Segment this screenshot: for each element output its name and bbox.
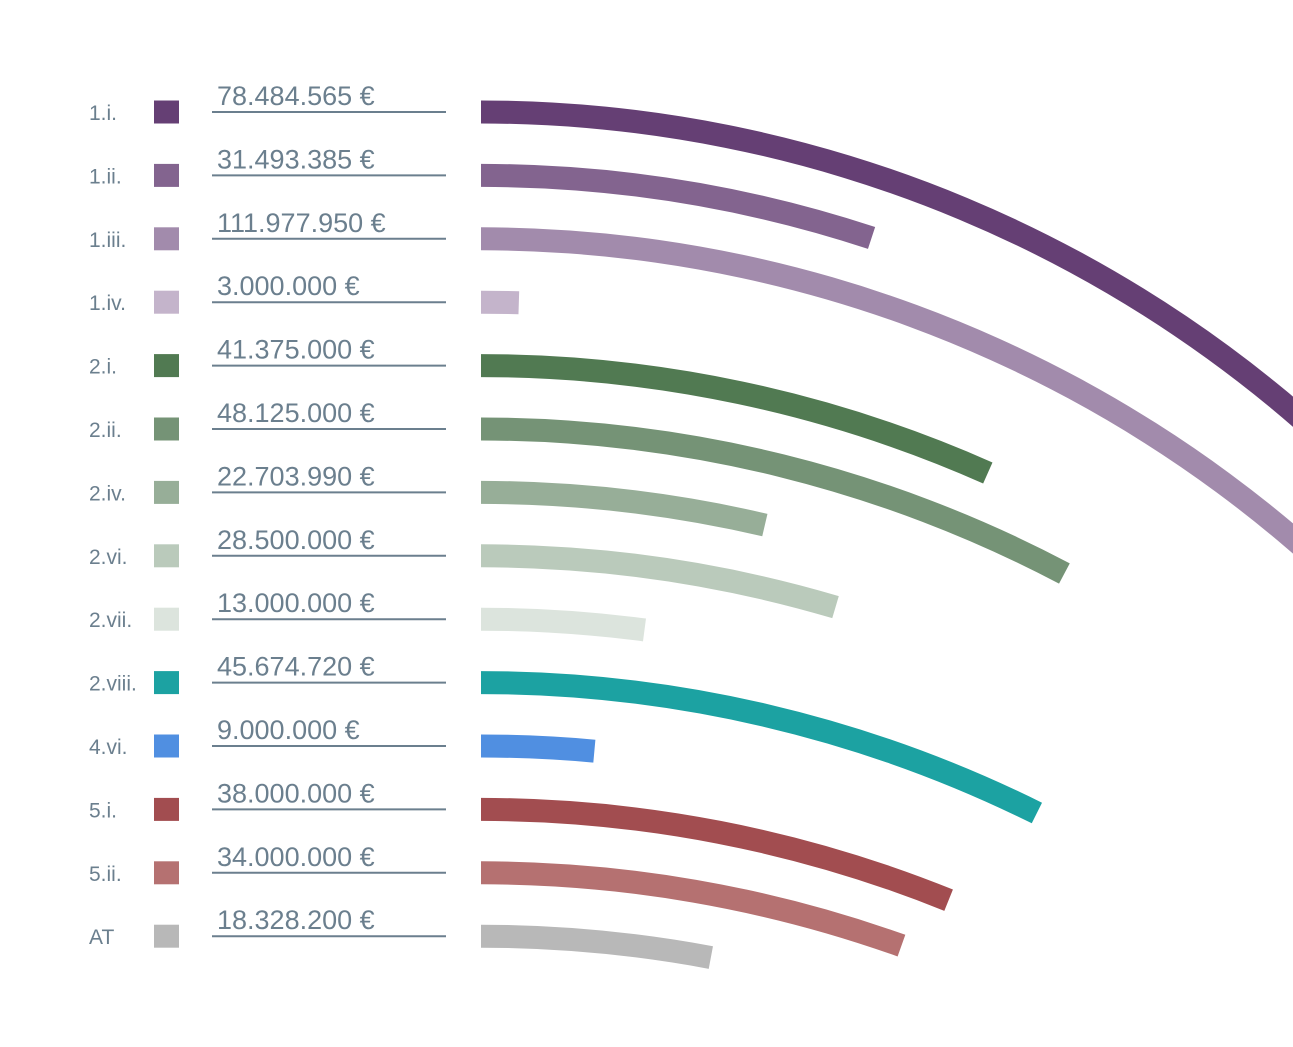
value-label: 48.125.000 €: [217, 398, 375, 428]
value-label: 18.328.200 €: [217, 905, 375, 935]
category-label: 2.ii.: [89, 419, 122, 442]
bar-1-iv: [481, 290, 520, 315]
category-label: 1.ii.: [89, 165, 122, 188]
legend-swatch: [154, 417, 179, 441]
bar-5-i: [481, 797, 953, 911]
legend-swatch: [154, 227, 179, 251]
bar-2-vi: [481, 544, 839, 619]
legend-swatch: [154, 797, 179, 821]
category-label: 2.vii.: [89, 609, 132, 632]
category-label: 1.iii.: [89, 229, 126, 252]
bar-AT: [481, 924, 713, 969]
category-label: 2.vi.: [89, 546, 128, 569]
legend-swatch: [154, 734, 179, 758]
category-label: AT: [89, 926, 114, 949]
legend-swatch: [154, 607, 179, 631]
legend-swatch: [154, 671, 179, 695]
value-label: 34.000.000 €: [217, 842, 375, 872]
value-label: 38.000.000 €: [217, 778, 375, 808]
bar-5-ii: [481, 861, 906, 957]
bar-2-i: [481, 354, 993, 484]
value-label: 111.977.950 €: [217, 208, 386, 238]
value-label: 78.484.565 €: [217, 81, 375, 111]
category-label: 1.i.: [89, 102, 117, 125]
value-label: 3.000.000 €: [217, 271, 360, 301]
value-label: 9.000.000 €: [217, 715, 360, 745]
legend-swatch: [154, 354, 179, 378]
bar-4-vi: [481, 734, 596, 763]
value-label: 22.703.990 €: [217, 461, 375, 491]
legend-swatch: [154, 924, 179, 948]
value-label: 28.500.000 €: [217, 525, 375, 555]
value-label: 45.674.720 €: [217, 652, 375, 682]
category-label: 1.iv.: [89, 292, 126, 315]
legend-swatch: [154, 480, 179, 504]
category-label: 2.iv.: [89, 482, 126, 505]
category-label: 5.i.: [89, 799, 117, 822]
bar-1-ii: [481, 163, 876, 249]
category-label: 5.ii.: [89, 863, 122, 886]
legend-swatch: [154, 290, 179, 314]
bar-2-iv: [481, 480, 768, 537]
legend-swatch: [154, 163, 179, 187]
legend-swatch: [154, 100, 179, 124]
bar-2-ii: [481, 417, 1070, 584]
category-label: 2.i.: [89, 356, 117, 379]
bar-2-viii: [481, 671, 1043, 824]
value-label: 13.000.000 €: [217, 588, 375, 618]
legend-swatch: [154, 861, 179, 885]
category-label: 2.viii.: [89, 673, 137, 696]
legend-swatch: [154, 544, 179, 568]
bar-1-iii: [481, 227, 1293, 554]
value-label: 41.375.000 €: [217, 335, 375, 365]
value-label: 31.493.385 €: [217, 144, 375, 174]
category-label: 4.vi.: [89, 736, 128, 759]
bar-2-vii: [481, 607, 646, 642]
